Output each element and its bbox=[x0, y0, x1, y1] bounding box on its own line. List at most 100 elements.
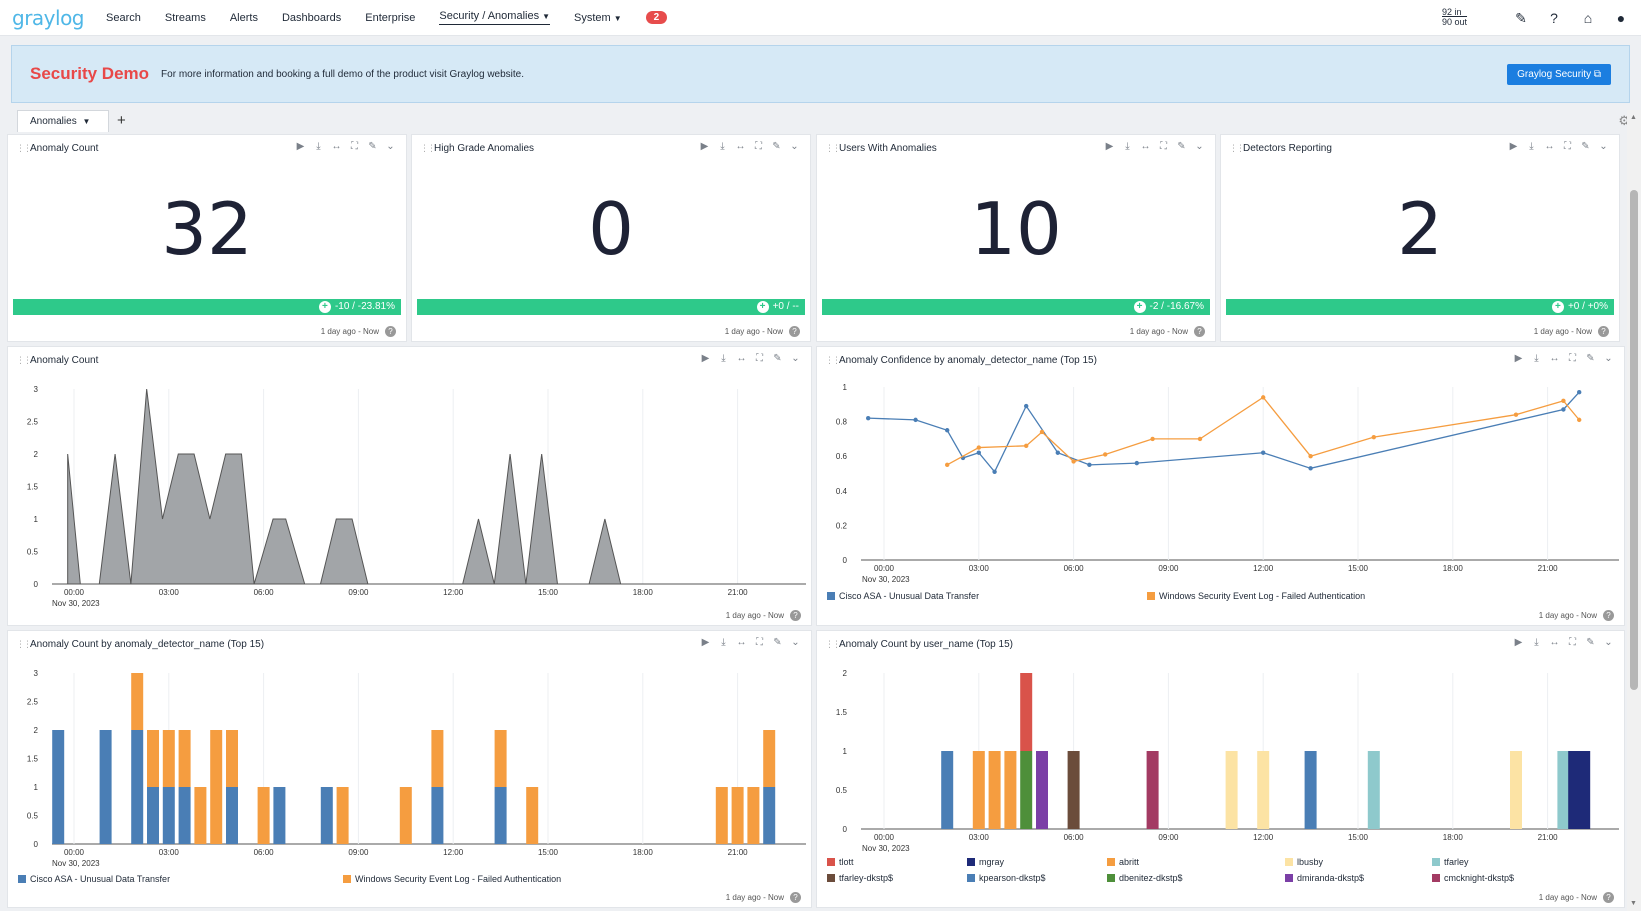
graylog-security-button[interactable]: Graylog Security ⧉ bbox=[1507, 64, 1611, 85]
drag-handle-icon[interactable]: ⋮⋮ bbox=[16, 639, 32, 649]
drag-handle-icon[interactable]: ⋮⋮ bbox=[16, 355, 32, 365]
chevron-down-icon[interactable]: ⌄ bbox=[1604, 637, 1613, 648]
nav-dashboards[interactable]: Dashboards bbox=[281, 11, 342, 24]
legend-item[interactable]: cmcknight-dkstp$ bbox=[1432, 873, 1514, 883]
fullscreen-icon[interactable]: ⛶ bbox=[1569, 637, 1576, 648]
download-icon[interactable]: ⤓ bbox=[1529, 141, 1534, 152]
edit-icon[interactable]: ✎ bbox=[772, 141, 781, 152]
play-icon[interactable]: ▶ bbox=[296, 141, 305, 152]
fullscreen-icon[interactable]: ⛶ bbox=[755, 141, 762, 152]
edit-icon[interactable]: ✎ bbox=[773, 353, 782, 364]
expand-width-icon[interactable]: ↔ bbox=[331, 141, 342, 152]
notifications-badge[interactable]: 2 bbox=[645, 11, 668, 24]
play-icon[interactable]: ▶ bbox=[1105, 141, 1114, 152]
help-icon[interactable]: ? bbox=[789, 326, 800, 337]
home-icon[interactable]: ⌂ bbox=[1583, 10, 1593, 26]
download-icon[interactable]: ⤓ bbox=[1125, 141, 1130, 152]
legend-item[interactable]: mgray bbox=[967, 857, 1004, 867]
scroll-up-icon[interactable]: ▲ bbox=[1630, 114, 1637, 121]
nav-streams[interactable]: Streams bbox=[164, 11, 206, 24]
help-icon[interactable]: ? bbox=[1550, 10, 1558, 26]
play-icon[interactable]: ▶ bbox=[701, 353, 710, 364]
fullscreen-icon[interactable]: ⛶ bbox=[756, 637, 763, 648]
help-icon[interactable]: ? bbox=[790, 892, 801, 903]
fullscreen-icon[interactable]: ⛶ bbox=[1569, 353, 1576, 364]
nav-alerts[interactable]: Alerts bbox=[229, 11, 258, 24]
legend-item[interactable]: Windows Security Event Log - Failed Auth… bbox=[1147, 591, 1365, 601]
help-icon[interactable]: ? bbox=[1598, 326, 1609, 337]
chevron-down-icon[interactable]: ⌄ bbox=[1604, 353, 1613, 364]
edit-icon[interactable]: ✎ bbox=[1586, 637, 1595, 648]
chevron-down-icon[interactable]: ⌄ bbox=[790, 141, 799, 152]
legend-item[interactable]: Cisco ASA - Unusual Data Transfer bbox=[827, 591, 979, 601]
fullscreen-icon[interactable]: ⛶ bbox=[1160, 141, 1167, 152]
scrollbar-thumb[interactable] bbox=[1630, 190, 1638, 690]
fullscreen-icon[interactable]: ⛶ bbox=[756, 353, 763, 364]
play-icon[interactable]: ▶ bbox=[1509, 141, 1518, 152]
chevron-down-icon[interactable]: ⌄ bbox=[1195, 141, 1204, 152]
help-icon[interactable]: ? bbox=[1603, 610, 1614, 621]
drag-handle-icon[interactable]: ⋮⋮ bbox=[825, 639, 841, 649]
expand-width-icon[interactable]: ↔ bbox=[1549, 353, 1560, 364]
tab-anomalies[interactable]: Anomalies ▼ bbox=[17, 110, 109, 132]
legend-item[interactable]: Windows Security Event Log - Failed Auth… bbox=[343, 874, 561, 884]
nav-system[interactable]: System ▼ bbox=[574, 12, 622, 24]
download-icon[interactable]: ⤓ bbox=[721, 353, 726, 364]
nav-search[interactable]: Search bbox=[106, 11, 141, 24]
legend-item[interactable]: dmiranda-dkstp$ bbox=[1285, 873, 1364, 883]
expand-width-icon[interactable]: ↔ bbox=[1549, 637, 1560, 648]
play-icon[interactable]: ▶ bbox=[701, 637, 710, 648]
edit-icon[interactable]: ✎ bbox=[773, 637, 782, 648]
graylog-logo[interactable]: graylog bbox=[12, 5, 85, 30]
add-tab-button[interactable]: + bbox=[117, 112, 126, 129]
chevron-down-icon[interactable]: ⌄ bbox=[386, 141, 395, 152]
throughput-indicator[interactable]: 92 in 90 out bbox=[1442, 7, 1467, 27]
edit-icon[interactable]: ✎ bbox=[1177, 141, 1186, 152]
expand-width-icon[interactable]: ↔ bbox=[736, 637, 747, 648]
drag-handle-icon[interactable]: ⋮⋮ bbox=[1229, 143, 1245, 153]
help-icon[interactable]: ? bbox=[385, 326, 396, 337]
download-icon[interactable]: ⤓ bbox=[1534, 637, 1539, 648]
scroll-down-icon[interactable]: ▼ bbox=[1630, 900, 1637, 907]
drag-handle-icon[interactable]: ⋮⋮ bbox=[825, 143, 841, 153]
edit-icon[interactable]: ✎ bbox=[1515, 9, 1527, 26]
expand-width-icon[interactable]: ↔ bbox=[1140, 141, 1151, 152]
legend-item[interactable]: tfarley-dkstp$ bbox=[827, 873, 893, 883]
download-icon[interactable]: ⤓ bbox=[1534, 353, 1539, 364]
drag-handle-icon[interactable]: ⋮⋮ bbox=[825, 355, 841, 365]
download-icon[interactable]: ⤓ bbox=[720, 141, 725, 152]
legend-item[interactable]: dbenitez-dkstp$ bbox=[1107, 873, 1183, 883]
gear-icon[interactable]: ⚙ bbox=[1618, 113, 1630, 128]
edit-icon[interactable]: ✎ bbox=[1586, 353, 1595, 364]
edit-icon[interactable]: ✎ bbox=[368, 141, 377, 152]
nav-security-anomalies[interactable]: Security / Anomalies ▼ bbox=[439, 10, 550, 25]
help-icon[interactable]: ? bbox=[1603, 892, 1614, 903]
nav-enterprise[interactable]: Enterprise bbox=[365, 11, 416, 24]
legend-item[interactable]: Cisco ASA - Unusual Data Transfer bbox=[18, 874, 170, 884]
drag-handle-icon[interactable]: ⋮⋮ bbox=[420, 143, 436, 153]
expand-width-icon[interactable]: ↔ bbox=[735, 141, 746, 152]
chevron-down-icon[interactable]: ⌄ bbox=[1599, 141, 1608, 152]
play-icon[interactable]: ▶ bbox=[1514, 637, 1523, 648]
help-icon[interactable]: ? bbox=[1194, 326, 1205, 337]
fullscreen-icon[interactable]: ⛶ bbox=[351, 141, 358, 152]
play-icon[interactable]: ▶ bbox=[1514, 353, 1523, 364]
play-icon[interactable]: ▶ bbox=[700, 141, 709, 152]
legend-item[interactable]: tfarley bbox=[1432, 857, 1469, 867]
legend-item[interactable]: kpearson-dkstp$ bbox=[967, 873, 1046, 883]
legend-item[interactable]: abritt bbox=[1107, 857, 1139, 867]
edit-icon[interactable]: ✎ bbox=[1581, 141, 1590, 152]
chevron-down-icon[interactable]: ⌄ bbox=[791, 353, 800, 364]
download-icon[interactable]: ⤓ bbox=[721, 637, 726, 648]
legend-item[interactable]: tlott bbox=[827, 857, 854, 867]
expand-width-icon[interactable]: ↔ bbox=[1544, 141, 1555, 152]
fullscreen-icon[interactable]: ⛶ bbox=[1564, 141, 1571, 152]
page-scrollbar[interactable]: ▲ ▼ bbox=[1627, 110, 1641, 911]
help-icon[interactable]: ? bbox=[790, 610, 801, 621]
drag-handle-icon[interactable]: ⋮⋮ bbox=[16, 143, 32, 153]
expand-width-icon[interactable]: ↔ bbox=[736, 353, 747, 364]
user-icon[interactable]: ● bbox=[1616, 10, 1626, 26]
download-icon[interactable]: ⤓ bbox=[316, 141, 321, 152]
chevron-down-icon[interactable]: ⌄ bbox=[791, 637, 800, 648]
legend-item[interactable]: lbusby bbox=[1285, 857, 1323, 867]
